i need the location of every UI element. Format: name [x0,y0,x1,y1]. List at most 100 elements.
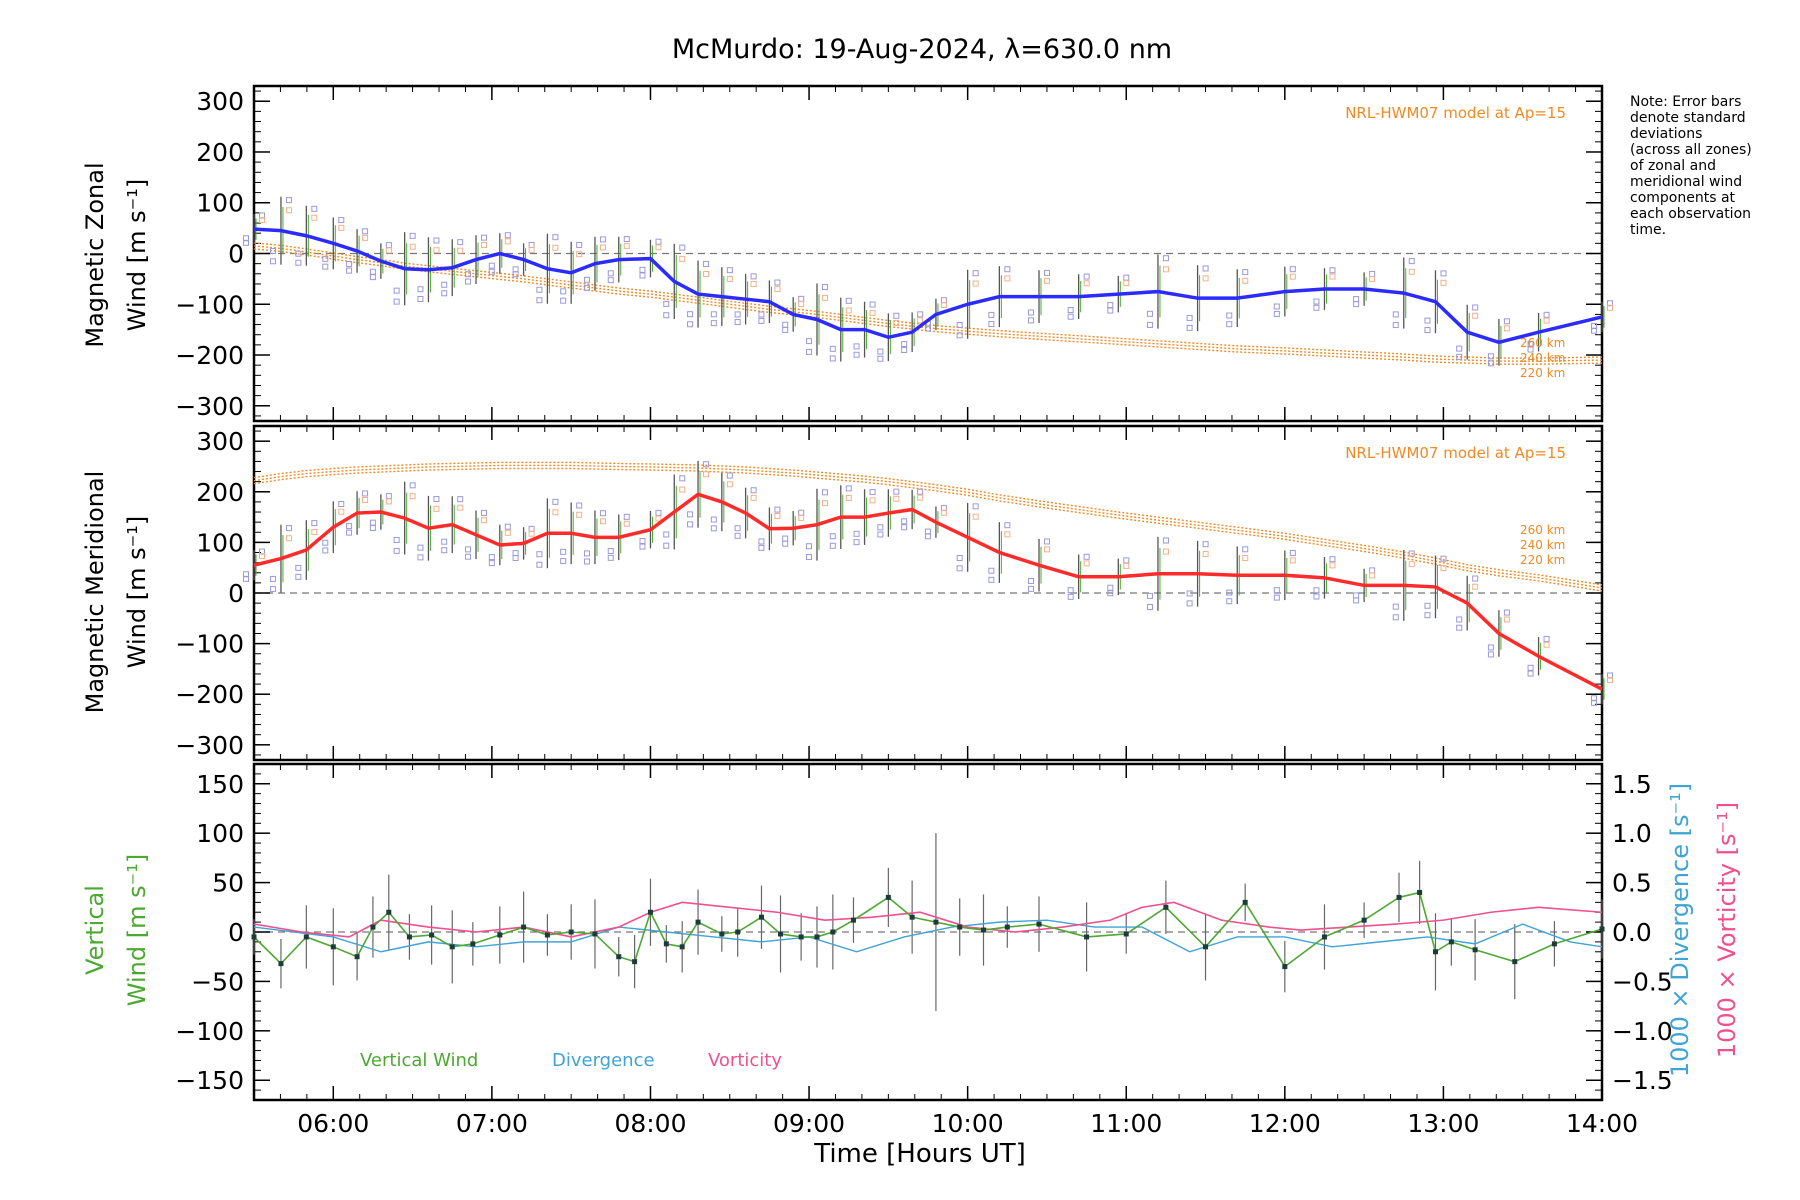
zone-marker [1369,270,1376,277]
zone-marker [774,506,781,513]
zone-marker [1028,585,1035,592]
zone-marker [853,351,860,358]
vertical-wind-point [497,932,503,938]
zone-marker [1313,298,1320,305]
y-tick-label: 100 [196,819,244,848]
zone-marker [1044,269,1051,276]
zone-marker [1004,266,1011,273]
zone-marker [853,530,860,537]
zone-marker [1028,309,1035,316]
zone-marker [734,525,741,532]
zone-marker [1353,301,1360,308]
zone-marker [1591,699,1597,706]
zone-marker [528,246,535,253]
zone-marker [1369,275,1376,282]
zone-marker [1440,279,1447,286]
zone-marker [1543,317,1550,324]
zone-marker [393,536,400,543]
zone-marker [457,239,464,246]
zone-marker [829,345,836,352]
zone-marker [285,207,292,214]
zone-marker [385,493,392,500]
zone-marker [750,273,757,280]
zone-marker [1289,557,1296,564]
model-label: NRL-HWM07 model at Ap=15 [1345,444,1566,462]
zone-marker [433,247,440,254]
zone-marker [338,224,345,231]
zone-marker [1004,522,1011,529]
zone-marker [560,548,567,555]
zone-marker [1123,562,1130,569]
vertical-wind-point [758,914,764,920]
zone-marker [1107,584,1114,591]
zone-marker [726,481,733,488]
zone-marker [1107,307,1114,314]
zone-marker [623,520,630,527]
zone-marker [465,546,472,553]
zone-marker [798,295,805,302]
zone-marker [1456,345,1463,352]
zone-marker [311,529,318,536]
vertical-wind-point [330,944,336,950]
zone-marker [504,232,511,239]
note-block: Note: Error bars denote standard deviati… [1630,94,1752,238]
zone-marker [679,475,686,482]
vertical-wind-point [1417,889,1423,895]
zone-marker [805,554,812,561]
zone-marker [750,487,757,494]
zone-marker [758,317,765,324]
zone-marker [1329,562,1336,569]
x-tick-label: 14:00 [1566,1109,1638,1138]
svg-text:Magnetic Meridional: Magnetic Meridional [81,471,109,714]
model-curve [253,245,1603,362]
vertical-wind-point [521,924,527,930]
zone-marker [481,517,488,524]
zone-marker [1329,267,1336,274]
zone-marker [599,518,606,525]
y-tick-label: 0 [228,918,244,947]
zone-marker [1543,635,1550,642]
x-axis-label: Time [Hours UT] [813,1139,1026,1169]
zone-marker [663,542,670,549]
zone-marker [409,243,416,250]
zone-marker [663,300,670,307]
zone-marker [1226,589,1233,596]
zone-marker [956,554,963,561]
zone-marker [1408,268,1415,275]
vertical-wind-point [370,924,376,930]
zone-marker [703,271,710,278]
zone-marker [972,503,979,510]
zone-marker [465,271,472,278]
zone-marker [901,518,908,525]
vertical-wind-point [647,909,653,915]
zone-marker [1067,307,1074,314]
zone-marker [362,496,369,503]
zone-marker [269,258,276,265]
vertical-wind-point [663,941,669,947]
zone-marker [457,247,464,254]
zone-marker [893,319,900,326]
zone-marker [1440,270,1447,277]
zone-marker [972,513,979,520]
vertical-wind-point [1163,904,1169,910]
zone-marker [1123,557,1130,564]
y2-tick-label: 1.5 [1612,770,1652,799]
y-tick-label: 100 [196,189,244,218]
zone-marker [576,251,583,258]
zone-marker [536,551,543,558]
zone-marker [1202,541,1209,548]
zone-marker [1123,274,1130,281]
model-curve [253,461,1603,586]
note-line: (across all zones) [1630,142,1752,158]
zone-marker [311,520,318,527]
vertical-wind-point [1396,894,1402,900]
zone-marker [295,573,302,580]
zone-marker [726,472,733,479]
zone-marker [481,241,488,248]
y-tick-label: 300 [196,87,244,116]
zone-marker [917,494,924,501]
zone-marker [528,525,535,532]
zone-marker [956,565,963,572]
zone-marker [285,535,292,542]
zone-marker [1226,321,1233,328]
